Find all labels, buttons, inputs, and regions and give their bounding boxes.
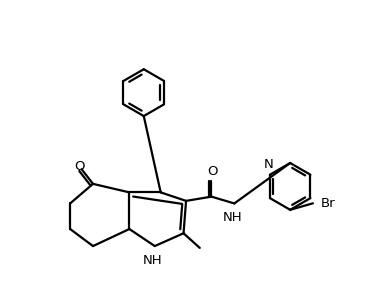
Text: Br: Br xyxy=(321,197,336,210)
Text: N: N xyxy=(263,159,273,171)
Text: NH: NH xyxy=(223,211,243,224)
Text: O: O xyxy=(74,160,84,173)
Text: NH: NH xyxy=(142,254,162,267)
Text: O: O xyxy=(207,165,218,178)
